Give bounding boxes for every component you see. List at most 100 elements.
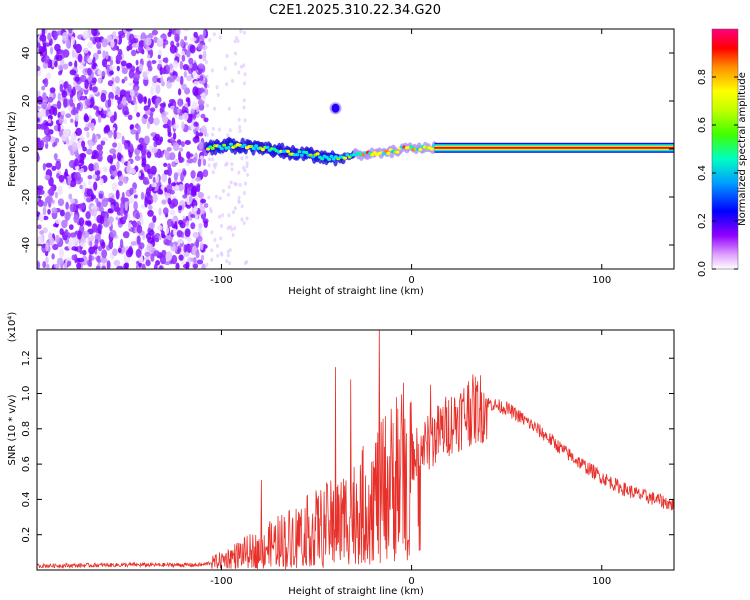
noise-speckle xyxy=(183,251,190,257)
noise-speckle xyxy=(167,163,172,170)
noise-speckle xyxy=(54,191,59,199)
noise-speckle xyxy=(135,131,139,141)
noise-speckle xyxy=(181,121,185,130)
spectrogram-y-tick-label: 0 xyxy=(21,146,32,152)
noise-speckle xyxy=(57,92,62,102)
noise-speckle xyxy=(59,209,65,217)
noise-speckle xyxy=(141,157,147,166)
noise-speckle xyxy=(117,48,123,56)
noise-speckle xyxy=(74,158,79,166)
noise-speckle xyxy=(61,31,69,42)
noise-speckle xyxy=(150,253,155,262)
noise-speckle xyxy=(186,49,191,58)
noise-speckle xyxy=(101,38,108,48)
colorbar-tick-label: 0.4 xyxy=(697,165,708,181)
noise-speckle xyxy=(133,221,138,228)
noise-speckle xyxy=(45,242,49,252)
noise-speckle xyxy=(150,86,155,96)
noise-speckle-faint xyxy=(238,182,242,187)
noise-speckle xyxy=(172,75,177,81)
noise-speckle xyxy=(151,60,157,64)
noise-speckle xyxy=(179,147,184,152)
noise-speckle xyxy=(117,142,122,153)
noise-speckle xyxy=(126,45,130,52)
noise-speckle xyxy=(82,181,87,189)
noise-speckle xyxy=(196,259,204,265)
noise-speckle xyxy=(37,224,42,230)
noise-speckle xyxy=(184,186,188,197)
noise-speckle xyxy=(100,92,107,103)
noise-speckle xyxy=(186,75,193,82)
noise-speckle-faint xyxy=(213,238,217,242)
noise-speckle xyxy=(144,135,151,145)
track-core xyxy=(229,142,233,146)
noise-speckle xyxy=(193,121,199,127)
noise-speckle xyxy=(155,138,162,146)
noise-speckle xyxy=(137,172,142,177)
noise-speckle xyxy=(151,147,158,153)
noise-speckle-faint xyxy=(234,182,238,187)
noise-speckle-faint xyxy=(221,189,225,193)
noise-speckle xyxy=(74,246,79,252)
noise-speckle xyxy=(63,81,68,89)
noise-speckle xyxy=(115,189,120,200)
noise-speckle xyxy=(137,93,144,102)
noise-speckle xyxy=(97,245,103,252)
noise-speckle xyxy=(137,144,144,151)
noise-speckle xyxy=(196,94,202,100)
noise-speckle xyxy=(163,238,169,246)
noise-speckle xyxy=(155,174,159,184)
noise-speckle xyxy=(109,148,117,155)
noise-speckle xyxy=(107,111,113,117)
noise-speckle xyxy=(108,91,114,101)
noise-speckle xyxy=(174,33,180,43)
noise-speckle-faint xyxy=(245,260,249,264)
noise-speckle xyxy=(168,99,176,104)
spectrogram-x-tick-label: 0 xyxy=(408,275,414,286)
noise-speckle xyxy=(107,80,114,87)
noise-speckle xyxy=(144,114,149,120)
noise-speckle xyxy=(148,230,155,236)
noise-speckle xyxy=(108,70,114,76)
noise-speckle xyxy=(37,42,41,48)
noise-speckle xyxy=(138,43,144,54)
noise-speckle xyxy=(154,237,160,243)
noise-speckle xyxy=(130,49,137,57)
noise-speckle xyxy=(71,36,75,46)
noise-speckle xyxy=(43,201,48,207)
noise-speckle xyxy=(45,256,49,264)
noise-speckle xyxy=(65,201,69,210)
noise-speckle xyxy=(92,56,96,66)
noise-speckle xyxy=(78,203,85,210)
noise-speckle xyxy=(115,54,123,61)
noise-speckle xyxy=(101,249,108,259)
noise-speckle xyxy=(68,193,73,200)
noise-speckle xyxy=(136,224,143,234)
noise-speckle xyxy=(81,255,88,266)
noise-speckle xyxy=(150,165,157,175)
noise-speckle xyxy=(74,113,79,122)
noise-speckle xyxy=(177,88,182,96)
noise-speckle-faint xyxy=(236,39,240,43)
track-core xyxy=(222,143,227,147)
noise-speckle xyxy=(113,129,117,140)
noise-speckle xyxy=(189,44,196,54)
colorbar: 0.0 0.2 0.4 0.6 0.8 Normalized spectral ampl… xyxy=(697,28,748,277)
noise-speckle xyxy=(168,152,176,161)
noise-speckle xyxy=(159,103,166,108)
blob-inner xyxy=(331,103,340,113)
noise-speckle xyxy=(148,116,154,125)
noise-speckle-faint xyxy=(218,214,221,219)
noise-speckle xyxy=(121,78,126,84)
track-core xyxy=(217,144,222,149)
noise-speckle xyxy=(200,198,207,204)
noise-speckle xyxy=(58,64,63,71)
spectrogram-y-tick-label: 20 xyxy=(21,95,32,108)
noise-speckle-faint xyxy=(237,195,241,200)
noise-speckle xyxy=(142,142,147,151)
track-core xyxy=(418,148,423,152)
track-core xyxy=(226,146,231,150)
noise-speckle xyxy=(70,132,77,142)
noise-speckle xyxy=(118,180,123,186)
track-core xyxy=(386,151,391,155)
